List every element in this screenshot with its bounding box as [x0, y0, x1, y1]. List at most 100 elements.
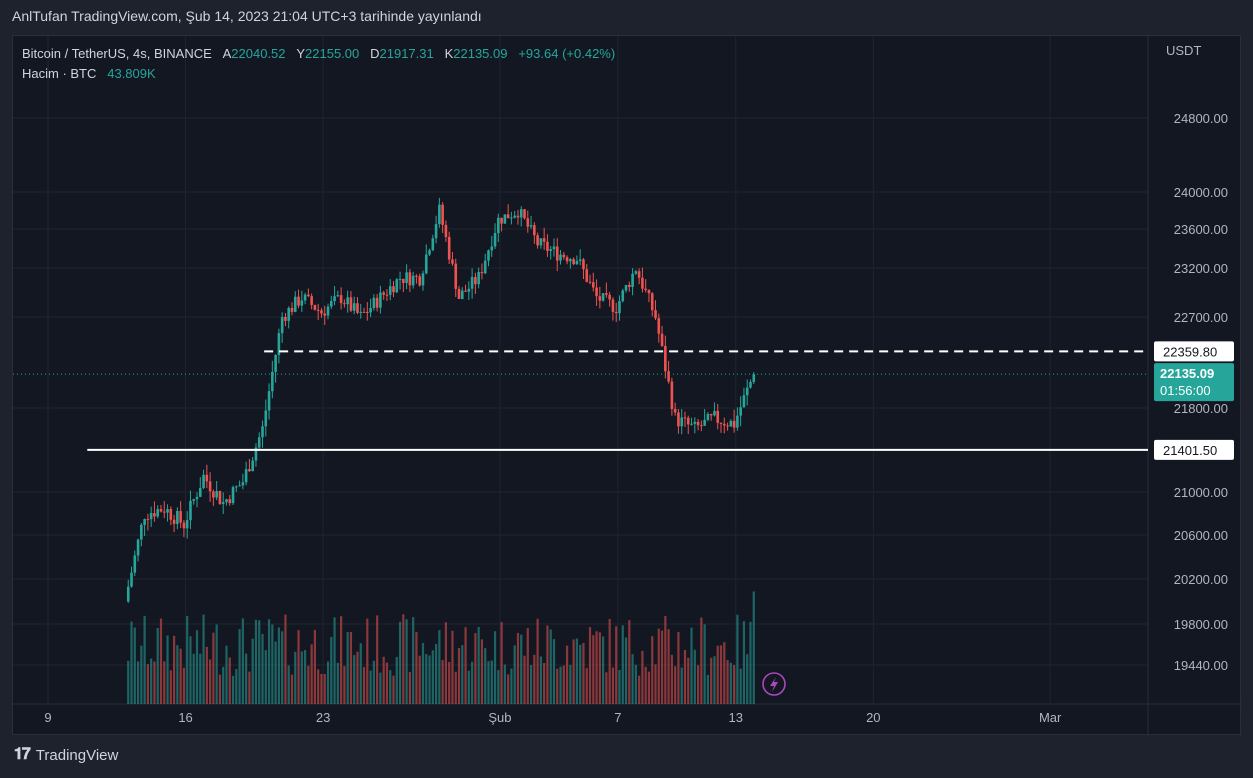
candle-body — [444, 224, 448, 237]
candle-body — [392, 286, 395, 293]
volume-bar — [739, 668, 742, 704]
candle-body — [696, 421, 700, 426]
volume-bar — [503, 664, 506, 704]
low-value: 21917.31 — [379, 46, 434, 61]
open-value: 22040.52 — [231, 46, 286, 61]
candle-body — [418, 276, 422, 286]
volume-bar — [356, 651, 359, 704]
volume-bar — [274, 641, 277, 704]
candle-body — [742, 395, 746, 408]
candle-body — [588, 281, 592, 283]
volume-bar — [369, 670, 372, 704]
volume-bar — [405, 619, 408, 704]
candle-body — [483, 260, 487, 274]
publish-header: AnlTufan TradingView.com, Şub 14, 2023 2… — [12, 8, 482, 24]
candle-body — [149, 513, 153, 520]
volume-bar — [408, 671, 411, 704]
volume-bar — [565, 645, 569, 704]
volume-bar — [202, 614, 205, 704]
volume-bar — [706, 674, 710, 704]
candle-body — [133, 555, 137, 573]
candle-body — [156, 509, 160, 517]
candle-body — [667, 371, 670, 382]
candle-body — [146, 519, 150, 521]
brand-name: TradingView — [35, 746, 119, 764]
volume-bar — [362, 667, 366, 704]
lightning-icon — [762, 672, 786, 696]
low-label: D — [370, 46, 380, 61]
candle-body — [729, 420, 733, 427]
volume-bar — [254, 619, 258, 704]
volume-bar — [670, 654, 673, 704]
candle-body — [398, 278, 402, 280]
volume-bar — [749, 621, 752, 704]
volume-bar — [251, 638, 254, 704]
volume-bar — [490, 660, 493, 704]
x-tick-label: 7 — [614, 710, 621, 725]
candle-body — [490, 246, 494, 251]
volume-bar — [281, 631, 284, 704]
volume-bar — [264, 650, 267, 704]
y-tick-label: 20200.00 — [1174, 572, 1228, 587]
volume-bar — [572, 639, 575, 704]
volume-bar — [602, 636, 605, 704]
candle-body — [631, 273, 634, 288]
volume-bar — [186, 615, 189, 704]
candle-body — [205, 474, 209, 482]
volume-bar — [326, 661, 330, 704]
candle-body — [562, 254, 566, 258]
volume-bar — [582, 643, 585, 704]
volume-bar — [349, 632, 353, 704]
candle-body — [582, 259, 585, 270]
candle-body — [569, 259, 572, 262]
candle-body — [329, 301, 333, 307]
volume-bar — [159, 618, 163, 704]
y-tick-label: 21000.00 — [1174, 485, 1228, 500]
volume-bar — [182, 667, 186, 704]
candle-body — [339, 295, 343, 304]
candlestick-chart[interactable]: 24800.00 24000.00 23600.00 23200.00 22700.00… — [13, 36, 1242, 736]
volume-bar — [372, 660, 375, 704]
candle-body — [457, 288, 461, 300]
candle-body — [323, 313, 327, 316]
tradingview-logo-icon: 𝟏𝟕 — [14, 746, 31, 763]
candle-body — [320, 310, 323, 314]
candle-body — [480, 272, 484, 274]
support-price-tag — [1154, 439, 1234, 460]
chart-pane[interactable]: 24800.00 24000.00 23600.00 23200.00 22700.00… — [12, 35, 1242, 736]
candle-body — [297, 296, 300, 306]
candle-body — [447, 236, 451, 260]
volume-bar — [562, 665, 565, 704]
candle-body — [683, 417, 687, 419]
volume-bar — [444, 622, 448, 704]
volume-bar — [127, 660, 130, 704]
volume-bar — [163, 661, 166, 704]
volume-bar — [395, 656, 398, 704]
volume-bar — [654, 664, 657, 704]
candle-countdown: 01:56:00 — [1160, 383, 1211, 398]
candle-body — [293, 296, 297, 312]
candle-body — [395, 279, 399, 293]
x-tick-label: 20 — [866, 710, 880, 725]
volume-bar — [290, 674, 294, 704]
candle-body — [621, 290, 625, 302]
volume-bar — [680, 667, 683, 704]
candle-body — [349, 297, 353, 311]
volume-bar — [618, 669, 621, 704]
volume-bar — [621, 625, 624, 704]
volume-bar — [215, 624, 218, 704]
volume-bar — [199, 653, 202, 704]
candle-body — [591, 282, 595, 288]
candle-body — [559, 254, 562, 261]
volume-bar — [277, 627, 280, 704]
candle-body — [238, 485, 241, 487]
candle-body — [546, 241, 549, 251]
x-tick-label: 16 — [178, 710, 192, 725]
lightning-bolt — [770, 677, 778, 692]
volume-row: Hacim · BTC 43.809K — [22, 66, 615, 81]
y-tick-label: 24000.00 — [1174, 185, 1228, 200]
volume-bar — [687, 657, 690, 704]
candle-body — [736, 415, 739, 428]
close-label: K — [444, 46, 454, 61]
y-tick-label: 20600.00 — [1174, 528, 1228, 543]
